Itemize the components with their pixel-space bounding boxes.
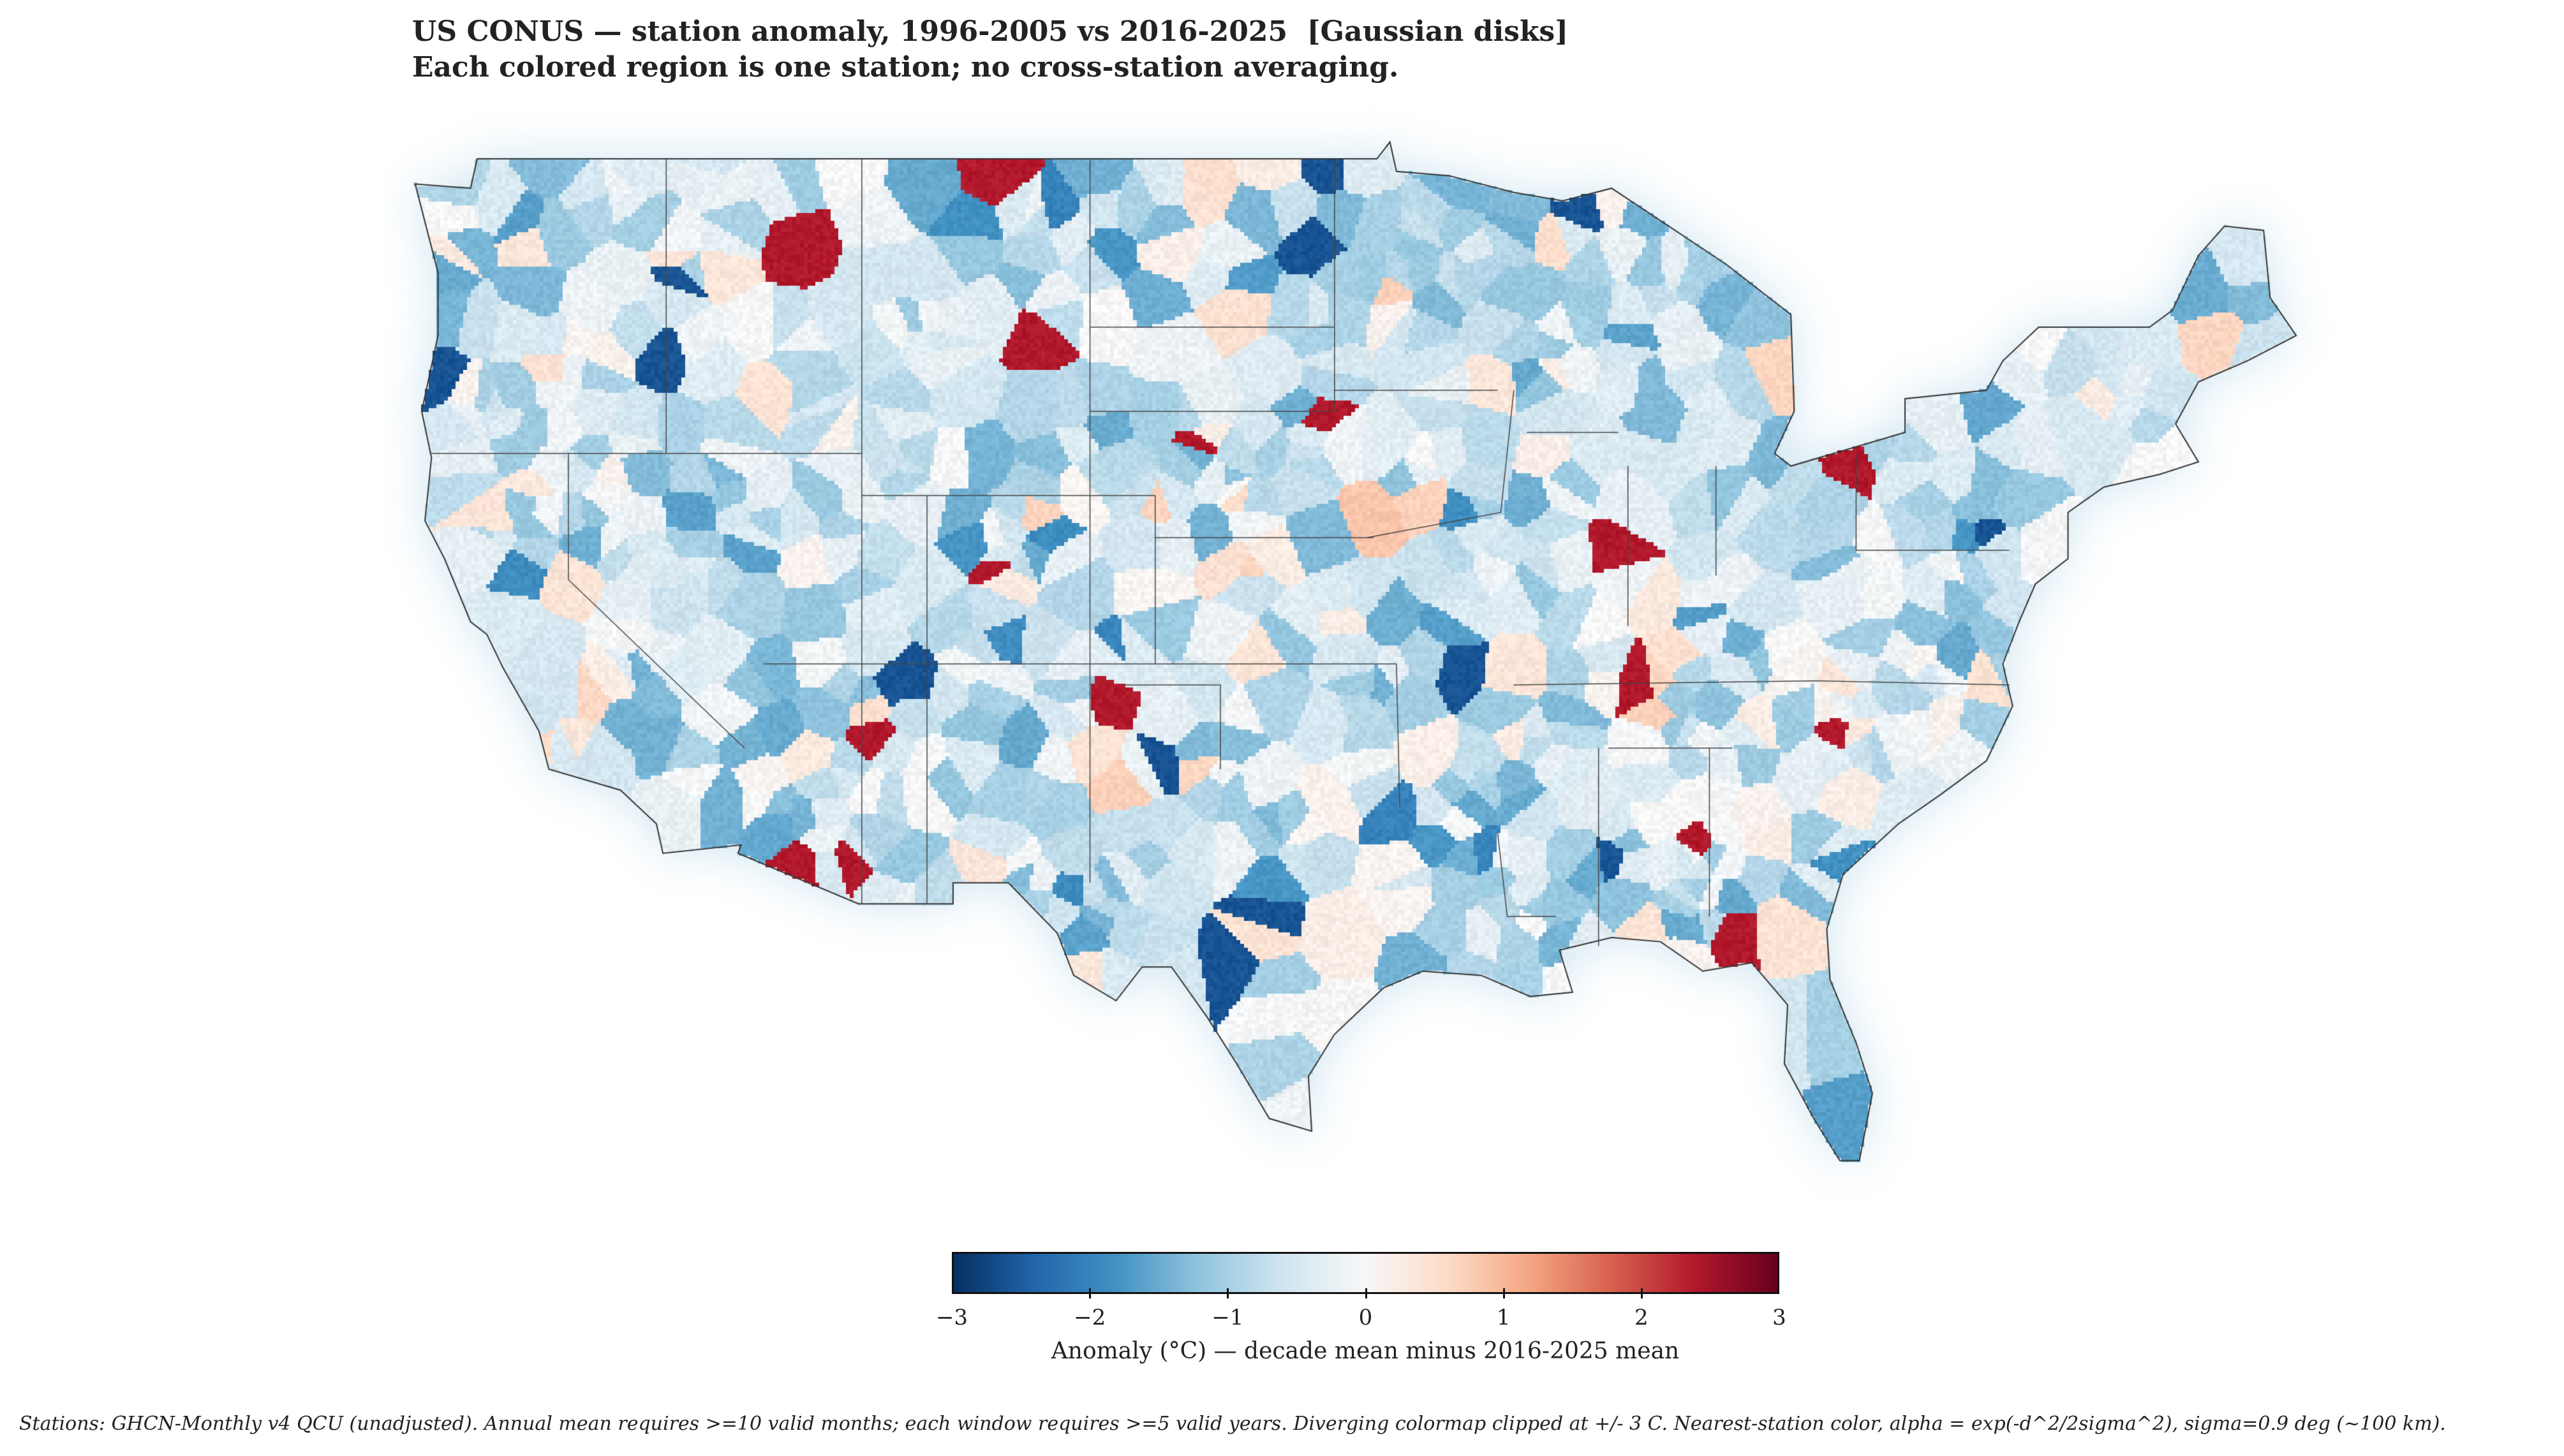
colorbar-tick-label: −1	[1212, 1305, 1243, 1330]
colorbar-tick-label: 2	[1634, 1305, 1649, 1330]
colorbar-tick-label: 1	[1497, 1305, 1511, 1330]
colorbar-tick-mark	[1641, 1288, 1643, 1298]
title-line-2: Each colored region is one station; no c…	[412, 50, 1568, 85]
colorbar-tick-mark	[1503, 1288, 1505, 1298]
colorbar-tick-mark	[1227, 1288, 1229, 1298]
colorbar-tick-label: 3	[1772, 1305, 1786, 1330]
title-line-1: US CONUS — station anomaly, 1996-2005 vs…	[412, 14, 1568, 50]
figure-title: US CONUS — station anomaly, 1996-2005 vs…	[412, 14, 1568, 85]
colorbar-label: Anomaly (°C) — decade mean minus 2016-20…	[1051, 1338, 1679, 1364]
colorbar-tick-label: −2	[1074, 1305, 1106, 1330]
footer-note: Stations: GHCN-Monthly v4 QCU (unadjuste…	[19, 1413, 2446, 1435]
colorbar-tick-label: 0	[1359, 1305, 1373, 1330]
colorbar-tick-mark	[1089, 1288, 1091, 1298]
station-anomaly-map	[383, 102, 2360, 1250]
colorbar-tick-label: −3	[936, 1305, 968, 1330]
colorbar-tick-mark	[1365, 1288, 1367, 1298]
